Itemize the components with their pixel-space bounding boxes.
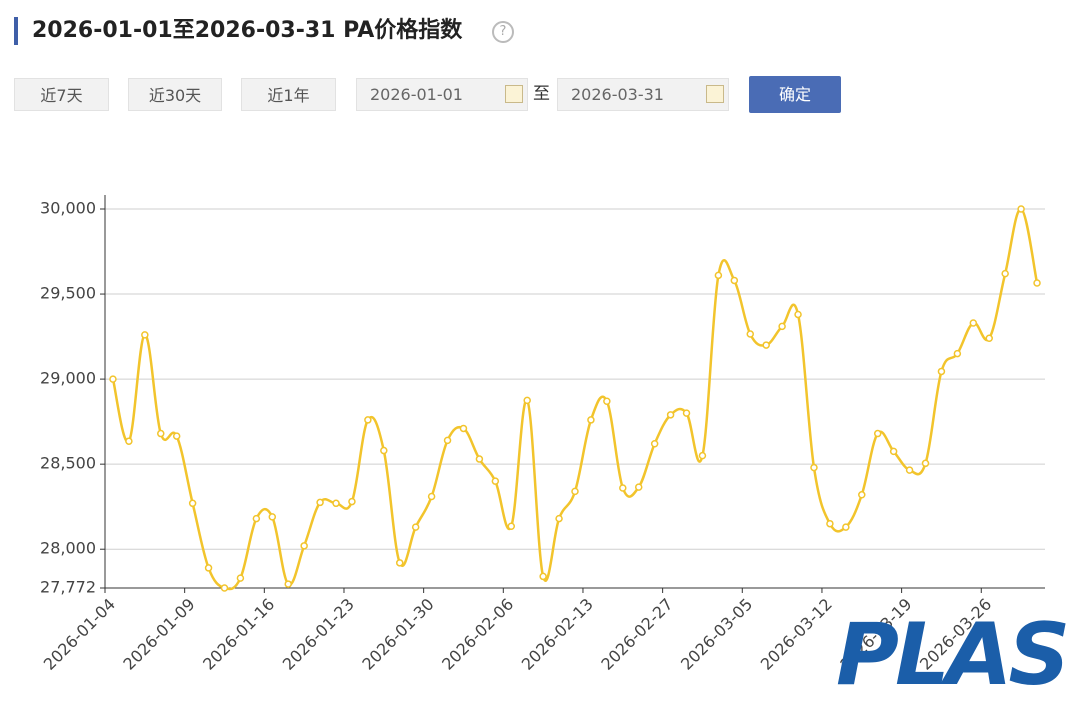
- date-start-input[interactable]: 2026-01-01: [356, 78, 528, 111]
- x-tick-label: 2026-01-23: [279, 595, 358, 674]
- point: [348, 497, 356, 506]
- title-marker: [14, 17, 18, 45]
- date-separator: 至: [533, 84, 550, 104]
- calendar-icon[interactable]: [706, 85, 724, 103]
- point: [794, 310, 802, 319]
- point: [1001, 269, 1009, 278]
- x-tick-label: 2026-03-12: [757, 595, 836, 674]
- point: [969, 319, 978, 327]
- point: [730, 276, 739, 285]
- point: [284, 580, 292, 588]
- y-tick-label: 29,500: [40, 284, 96, 303]
- point: [459, 424, 468, 433]
- point: [157, 429, 165, 438]
- point: [889, 447, 898, 456]
- range-button[interactable]: 近1年: [241, 78, 336, 111]
- calendar-icon[interactable]: [505, 85, 523, 103]
- point: [109, 375, 117, 383]
- date-start: 2026-01-01: [370, 85, 463, 104]
- x-tick-label: 2026-02-27: [597, 595, 676, 674]
- point: [826, 519, 834, 528]
- point: [204, 564, 213, 572]
- point: [762, 341, 770, 349]
- point: [905, 466, 914, 474]
- point: [491, 477, 500, 485]
- x-tick-label: 2026-03-05: [677, 595, 756, 674]
- x-tick-label: 2026-02-13: [518, 595, 597, 674]
- point: [682, 409, 691, 417]
- line: [111, 207, 1039, 591]
- y-tick-label: 27,772: [40, 578, 96, 597]
- point: [188, 499, 197, 508]
- point: [873, 429, 882, 438]
- point: [587, 416, 595, 424]
- watermark: PLAS: [836, 605, 1070, 705]
- point: [953, 349, 962, 358]
- point: [985, 334, 993, 343]
- point: [443, 436, 452, 445]
- help-icon[interactable]: ?: [492, 21, 514, 43]
- x-tick-label: 2026-02-06: [438, 595, 517, 674]
- point: [332, 499, 340, 508]
- y-tick-label: 28,500: [40, 454, 96, 473]
- point: [523, 396, 531, 405]
- point: [1033, 279, 1041, 287]
- point: [778, 322, 786, 331]
- date-end-input[interactable]: 2026-03-31: [557, 78, 729, 111]
- x-tick-label: 2026-01-09: [119, 595, 198, 674]
- point: [634, 483, 643, 491]
- point: [364, 416, 372, 424]
- point: [555, 514, 563, 523]
- point: [539, 572, 547, 581]
- point: [603, 397, 611, 405]
- x-tick-label: 2026-01-16: [199, 595, 278, 674]
- point: [427, 492, 436, 501]
- point: [252, 514, 261, 523]
- point: [650, 439, 659, 448]
- point: [236, 574, 245, 582]
- x-tick-label: 2026-01-04: [40, 595, 119, 674]
- y-tick-label: 29,000: [40, 369, 96, 388]
- point: [172, 432, 181, 440]
- point: [411, 523, 420, 531]
- point: [125, 437, 133, 445]
- point: [395, 559, 404, 567]
- point: [380, 446, 388, 455]
- point: [316, 498, 324, 507]
- range-button[interactable]: 近7天: [14, 78, 109, 111]
- point: [810, 463, 818, 472]
- point: [698, 451, 707, 460]
- point: [1017, 205, 1025, 213]
- point: [268, 513, 277, 521]
- confirm-button[interactable]: 确定: [749, 76, 841, 113]
- y-tick-label: 30,000: [40, 199, 96, 218]
- date-end: 2026-03-31: [571, 85, 664, 104]
- point: [842, 523, 850, 531]
- x-tick-label: 2026-01-30: [358, 595, 437, 674]
- y-tick-label: 28,000: [40, 539, 96, 558]
- point: [921, 459, 930, 468]
- page-title: 2026-01-01至2026-03-31 PA价格指数: [32, 18, 463, 43]
- point: [507, 522, 516, 531]
- point: [858, 491, 866, 499]
- point: [141, 331, 149, 339]
- point: [220, 584, 229, 592]
- point: [475, 455, 484, 463]
- point: [937, 367, 946, 376]
- point: [300, 542, 308, 550]
- range-button[interactable]: 近30天: [128, 78, 222, 111]
- point: [666, 411, 675, 419]
- point: [714, 271, 723, 280]
- point: [571, 487, 579, 496]
- point: [746, 330, 755, 338]
- point: [619, 484, 627, 492]
